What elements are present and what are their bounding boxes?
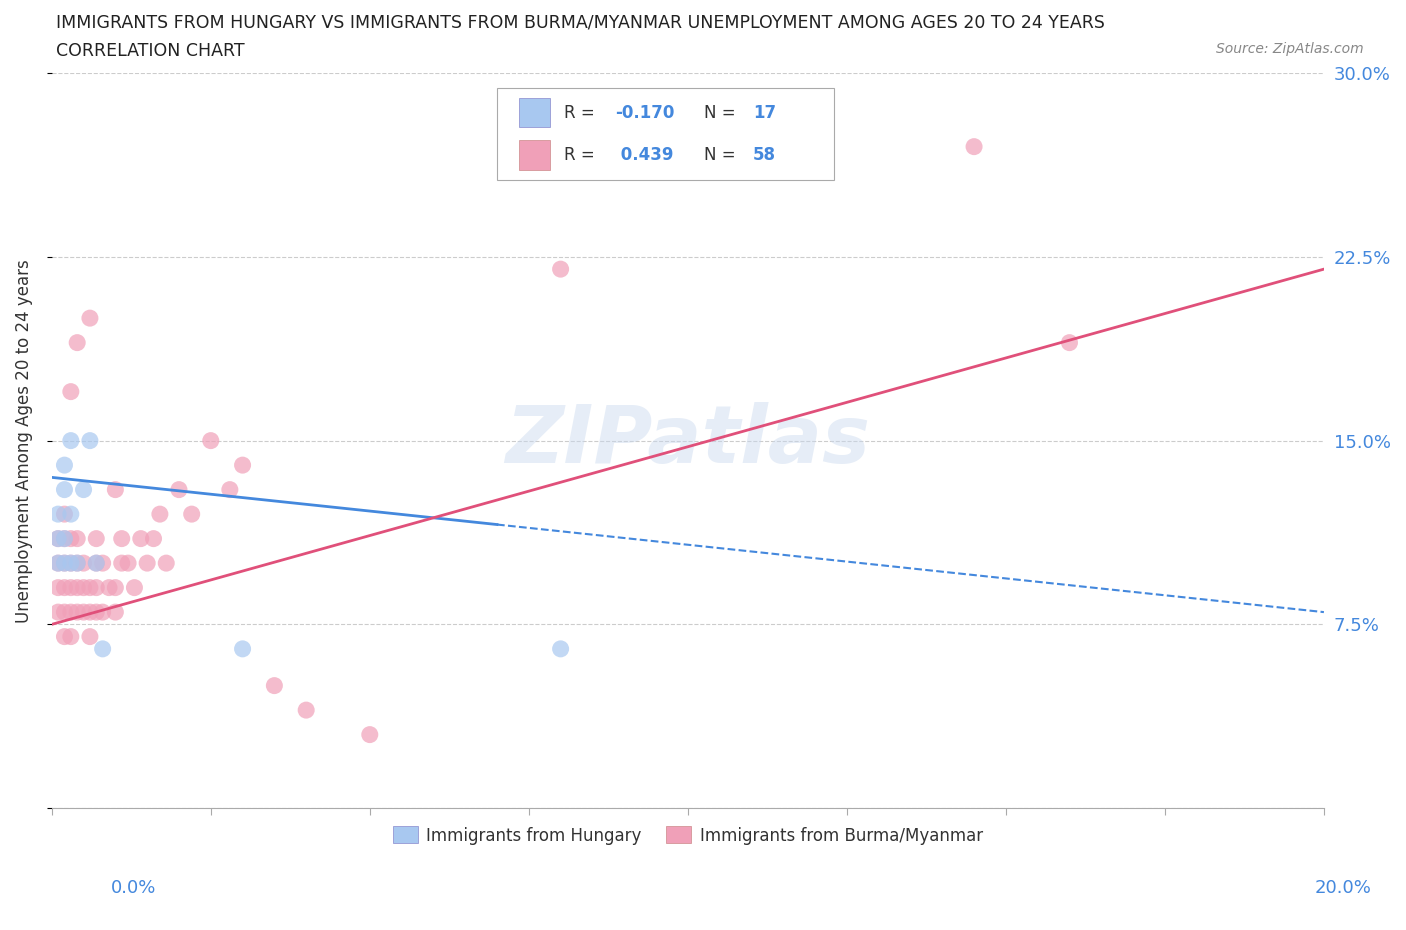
- Point: [53, 507, 76, 522]
- Point: [53, 556, 76, 571]
- Text: ZIPatlas: ZIPatlas: [505, 402, 870, 480]
- Legend: Immigrants from Hungary, Immigrants from Burma/Myanmar: Immigrants from Hungary, Immigrants from…: [387, 819, 990, 851]
- Point: [111, 531, 134, 546]
- Text: 0.439: 0.439: [616, 146, 673, 164]
- FancyBboxPatch shape: [496, 87, 834, 179]
- FancyBboxPatch shape: [519, 98, 550, 127]
- Point: [46, 604, 69, 619]
- Point: [59, 580, 82, 595]
- Text: IMMIGRANTS FROM HUNGARY VS IMMIGRANTS FROM BURMA/MYANMAR UNEMPLOYMENT AMONG AGES: IMMIGRANTS FROM HUNGARY VS IMMIGRANTS FR…: [56, 14, 1105, 32]
- Point: [79, 604, 101, 619]
- Point: [104, 604, 127, 619]
- Point: [59, 507, 82, 522]
- Point: [53, 482, 76, 497]
- Point: [124, 580, 146, 595]
- Point: [53, 556, 76, 571]
- Point: [66, 556, 89, 571]
- Point: [72, 482, 94, 497]
- Text: R =: R =: [564, 146, 600, 164]
- Point: [98, 580, 121, 595]
- Text: R =: R =: [564, 103, 600, 122]
- Point: [53, 531, 76, 546]
- Point: [111, 556, 134, 571]
- Point: [59, 384, 82, 399]
- Point: [232, 458, 254, 472]
- Point: [46, 556, 69, 571]
- Point: [72, 580, 94, 595]
- Point: [155, 556, 177, 571]
- Point: [66, 580, 89, 595]
- Point: [46, 556, 69, 571]
- Point: [91, 604, 114, 619]
- Point: [218, 482, 240, 497]
- Point: [180, 507, 202, 522]
- Point: [72, 604, 94, 619]
- Text: N =: N =: [704, 146, 741, 164]
- Point: [84, 556, 107, 571]
- Point: [550, 261, 572, 276]
- Point: [79, 580, 101, 595]
- Point: [142, 531, 165, 546]
- Point: [66, 556, 89, 571]
- Point: [117, 556, 139, 571]
- Point: [59, 630, 82, 644]
- Point: [66, 335, 89, 350]
- Point: [550, 642, 572, 657]
- Point: [79, 630, 101, 644]
- Point: [200, 433, 222, 448]
- FancyBboxPatch shape: [519, 140, 550, 169]
- Point: [53, 630, 76, 644]
- Point: [46, 531, 69, 546]
- Point: [59, 604, 82, 619]
- Text: Source: ZipAtlas.com: Source: ZipAtlas.com: [1216, 42, 1364, 56]
- Point: [136, 556, 159, 571]
- Point: [963, 140, 986, 154]
- Point: [46, 507, 69, 522]
- Y-axis label: Unemployment Among Ages 20 to 24 years: Unemployment Among Ages 20 to 24 years: [15, 259, 32, 622]
- Point: [53, 604, 76, 619]
- Point: [53, 580, 76, 595]
- Point: [53, 531, 76, 546]
- Point: [104, 580, 127, 595]
- Point: [84, 531, 107, 546]
- Point: [79, 311, 101, 325]
- Point: [295, 703, 318, 718]
- Point: [46, 580, 69, 595]
- Point: [1059, 335, 1081, 350]
- Point: [84, 604, 107, 619]
- Point: [79, 433, 101, 448]
- Point: [59, 556, 82, 571]
- Point: [263, 678, 285, 693]
- Text: 58: 58: [752, 146, 776, 164]
- Text: N =: N =: [704, 103, 741, 122]
- Point: [232, 642, 254, 657]
- Point: [84, 580, 107, 595]
- Text: 20.0%: 20.0%: [1315, 879, 1371, 897]
- Point: [72, 556, 94, 571]
- Point: [129, 531, 152, 546]
- Text: -0.170: -0.170: [616, 103, 675, 122]
- Point: [59, 531, 82, 546]
- Text: 17: 17: [752, 103, 776, 122]
- Point: [46, 531, 69, 546]
- Point: [59, 556, 82, 571]
- Text: 0.0%: 0.0%: [111, 879, 156, 897]
- Point: [59, 433, 82, 448]
- Point: [66, 604, 89, 619]
- Text: CORRELATION CHART: CORRELATION CHART: [56, 42, 245, 60]
- Point: [167, 482, 190, 497]
- Point: [84, 556, 107, 571]
- Point: [66, 531, 89, 546]
- Point: [91, 642, 114, 657]
- Point: [91, 556, 114, 571]
- Point: [53, 458, 76, 472]
- Point: [359, 727, 381, 742]
- Point: [149, 507, 172, 522]
- Point: [104, 482, 127, 497]
